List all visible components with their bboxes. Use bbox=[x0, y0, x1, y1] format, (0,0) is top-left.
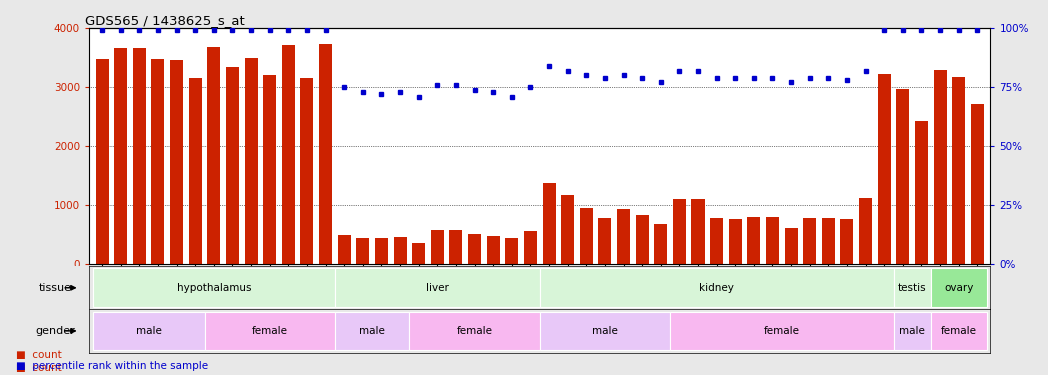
Bar bbox=[931, 268, 986, 307]
Bar bbox=[953, 76, 965, 264]
Bar bbox=[896, 89, 910, 264]
Bar bbox=[617, 209, 630, 264]
Text: testis: testis bbox=[898, 283, 926, 293]
Bar bbox=[654, 224, 668, 264]
Bar bbox=[189, 78, 201, 264]
Bar bbox=[505, 238, 519, 264]
Bar bbox=[766, 217, 779, 264]
Bar bbox=[337, 236, 351, 264]
Text: tissue: tissue bbox=[39, 283, 71, 293]
Bar bbox=[95, 59, 109, 264]
Bar bbox=[580, 208, 593, 264]
Text: female: female bbox=[457, 326, 493, 336]
Bar bbox=[263, 75, 277, 264]
Bar bbox=[598, 218, 611, 264]
Bar bbox=[244, 58, 258, 264]
Bar bbox=[114, 48, 127, 264]
Bar bbox=[394, 237, 407, 264]
Bar bbox=[894, 268, 931, 307]
Bar bbox=[970, 104, 984, 264]
Bar bbox=[728, 219, 742, 264]
Text: female: female bbox=[941, 326, 977, 336]
Bar bbox=[673, 199, 685, 264]
Bar bbox=[170, 60, 183, 264]
Text: kidney: kidney bbox=[699, 283, 734, 293]
Text: GDS565 / 1438625_s_at: GDS565 / 1438625_s_at bbox=[85, 14, 244, 27]
Bar bbox=[152, 59, 165, 264]
Bar bbox=[226, 66, 239, 264]
Bar bbox=[204, 312, 335, 350]
Text: gender: gender bbox=[36, 326, 74, 336]
Text: ■  count: ■ count bbox=[16, 350, 62, 360]
Bar bbox=[133, 48, 146, 264]
Bar bbox=[711, 218, 723, 264]
Bar bbox=[785, 228, 798, 264]
Bar bbox=[747, 217, 761, 264]
Bar bbox=[840, 219, 853, 264]
Bar bbox=[803, 218, 816, 264]
Bar bbox=[561, 195, 574, 264]
Bar bbox=[93, 268, 335, 307]
Text: liver: liver bbox=[425, 283, 449, 293]
Bar bbox=[524, 231, 537, 264]
Bar bbox=[282, 45, 294, 264]
Text: ovary: ovary bbox=[944, 283, 974, 293]
Text: hypothalamus: hypothalamus bbox=[177, 283, 252, 293]
Bar bbox=[692, 200, 704, 264]
Bar bbox=[335, 268, 540, 307]
Bar bbox=[540, 312, 670, 350]
Text: male: male bbox=[899, 326, 925, 336]
Bar bbox=[670, 312, 894, 350]
Text: female: female bbox=[252, 326, 288, 336]
Bar bbox=[877, 74, 891, 264]
Text: male: male bbox=[136, 326, 161, 336]
Bar bbox=[410, 312, 540, 350]
Bar bbox=[934, 70, 946, 264]
Bar bbox=[375, 238, 388, 264]
Bar bbox=[931, 312, 986, 350]
Bar bbox=[468, 234, 481, 264]
Bar bbox=[431, 230, 443, 264]
Bar bbox=[636, 215, 649, 264]
Text: male: male bbox=[359, 326, 385, 336]
Bar bbox=[301, 78, 313, 264]
Text: ■  count: ■ count bbox=[16, 363, 62, 373]
Bar bbox=[319, 44, 332, 264]
Bar bbox=[915, 121, 927, 264]
Bar bbox=[208, 47, 220, 264]
Text: ■  percentile rank within the sample: ■ percentile rank within the sample bbox=[16, 361, 208, 371]
Bar bbox=[822, 218, 835, 264]
Bar bbox=[356, 238, 369, 264]
Bar bbox=[543, 183, 555, 264]
Text: female: female bbox=[764, 326, 800, 336]
Bar bbox=[859, 198, 872, 264]
Text: male: male bbox=[592, 326, 618, 336]
Bar bbox=[412, 243, 425, 264]
Bar bbox=[540, 268, 894, 307]
Bar bbox=[450, 230, 462, 264]
Bar bbox=[894, 312, 931, 350]
Bar bbox=[93, 312, 204, 350]
Bar bbox=[486, 236, 500, 264]
Bar bbox=[335, 312, 410, 350]
